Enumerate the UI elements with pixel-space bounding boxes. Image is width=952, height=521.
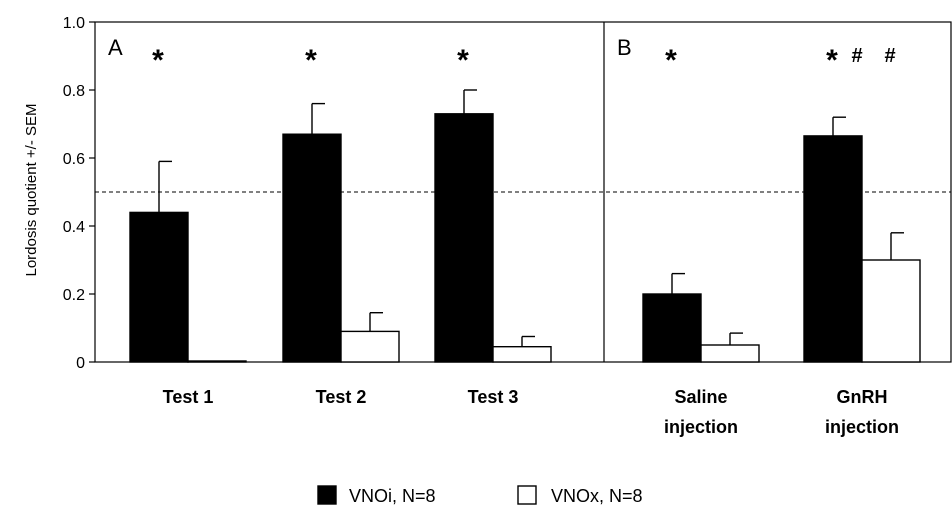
bar [282, 133, 342, 363]
bar [803, 135, 863, 363]
significance-star: * [665, 44, 677, 77]
y-tick-label: 0.2 [63, 287, 85, 304]
bar [642, 293, 702, 363]
bar [492, 346, 552, 363]
bar [340, 330, 400, 363]
panel-label: B [617, 35, 632, 60]
category-label: GnRH [837, 387, 888, 407]
category-label: injection [664, 417, 738, 437]
y-tick-label: 0.4 [63, 219, 85, 236]
category-label: Saline [674, 387, 727, 407]
bar [861, 259, 921, 363]
legend-swatch [317, 485, 337, 505]
y-tick-label: 0.8 [63, 83, 85, 100]
bar [434, 113, 494, 363]
significance-star: * [826, 44, 838, 77]
y-tick-label: 1.0 [63, 15, 85, 32]
bar [187, 360, 247, 363]
legend-label: VNOx, N=8 [551, 486, 643, 506]
y-tick-label: 0.6 [63, 151, 85, 168]
y-tick-label: 0 [76, 355, 85, 372]
category-label: Test 1 [163, 387, 214, 407]
significance-star: * [457, 44, 469, 77]
bar [700, 344, 760, 363]
legend-label: VNOi, N=8 [349, 486, 436, 506]
bar [129, 211, 189, 363]
significance-hash: # [851, 45, 862, 67]
panel-label: A [108, 35, 123, 60]
significance-star: * [305, 44, 317, 77]
significance-star: * [152, 44, 164, 77]
category-label: Test 3 [468, 387, 519, 407]
y-axis-label: Lordosis quotient +/- SEM [23, 103, 40, 276]
category-label: injection [825, 417, 899, 437]
legend-swatch [517, 485, 537, 505]
category-label: Test 2 [316, 387, 367, 407]
significance-hash: # [884, 45, 895, 67]
